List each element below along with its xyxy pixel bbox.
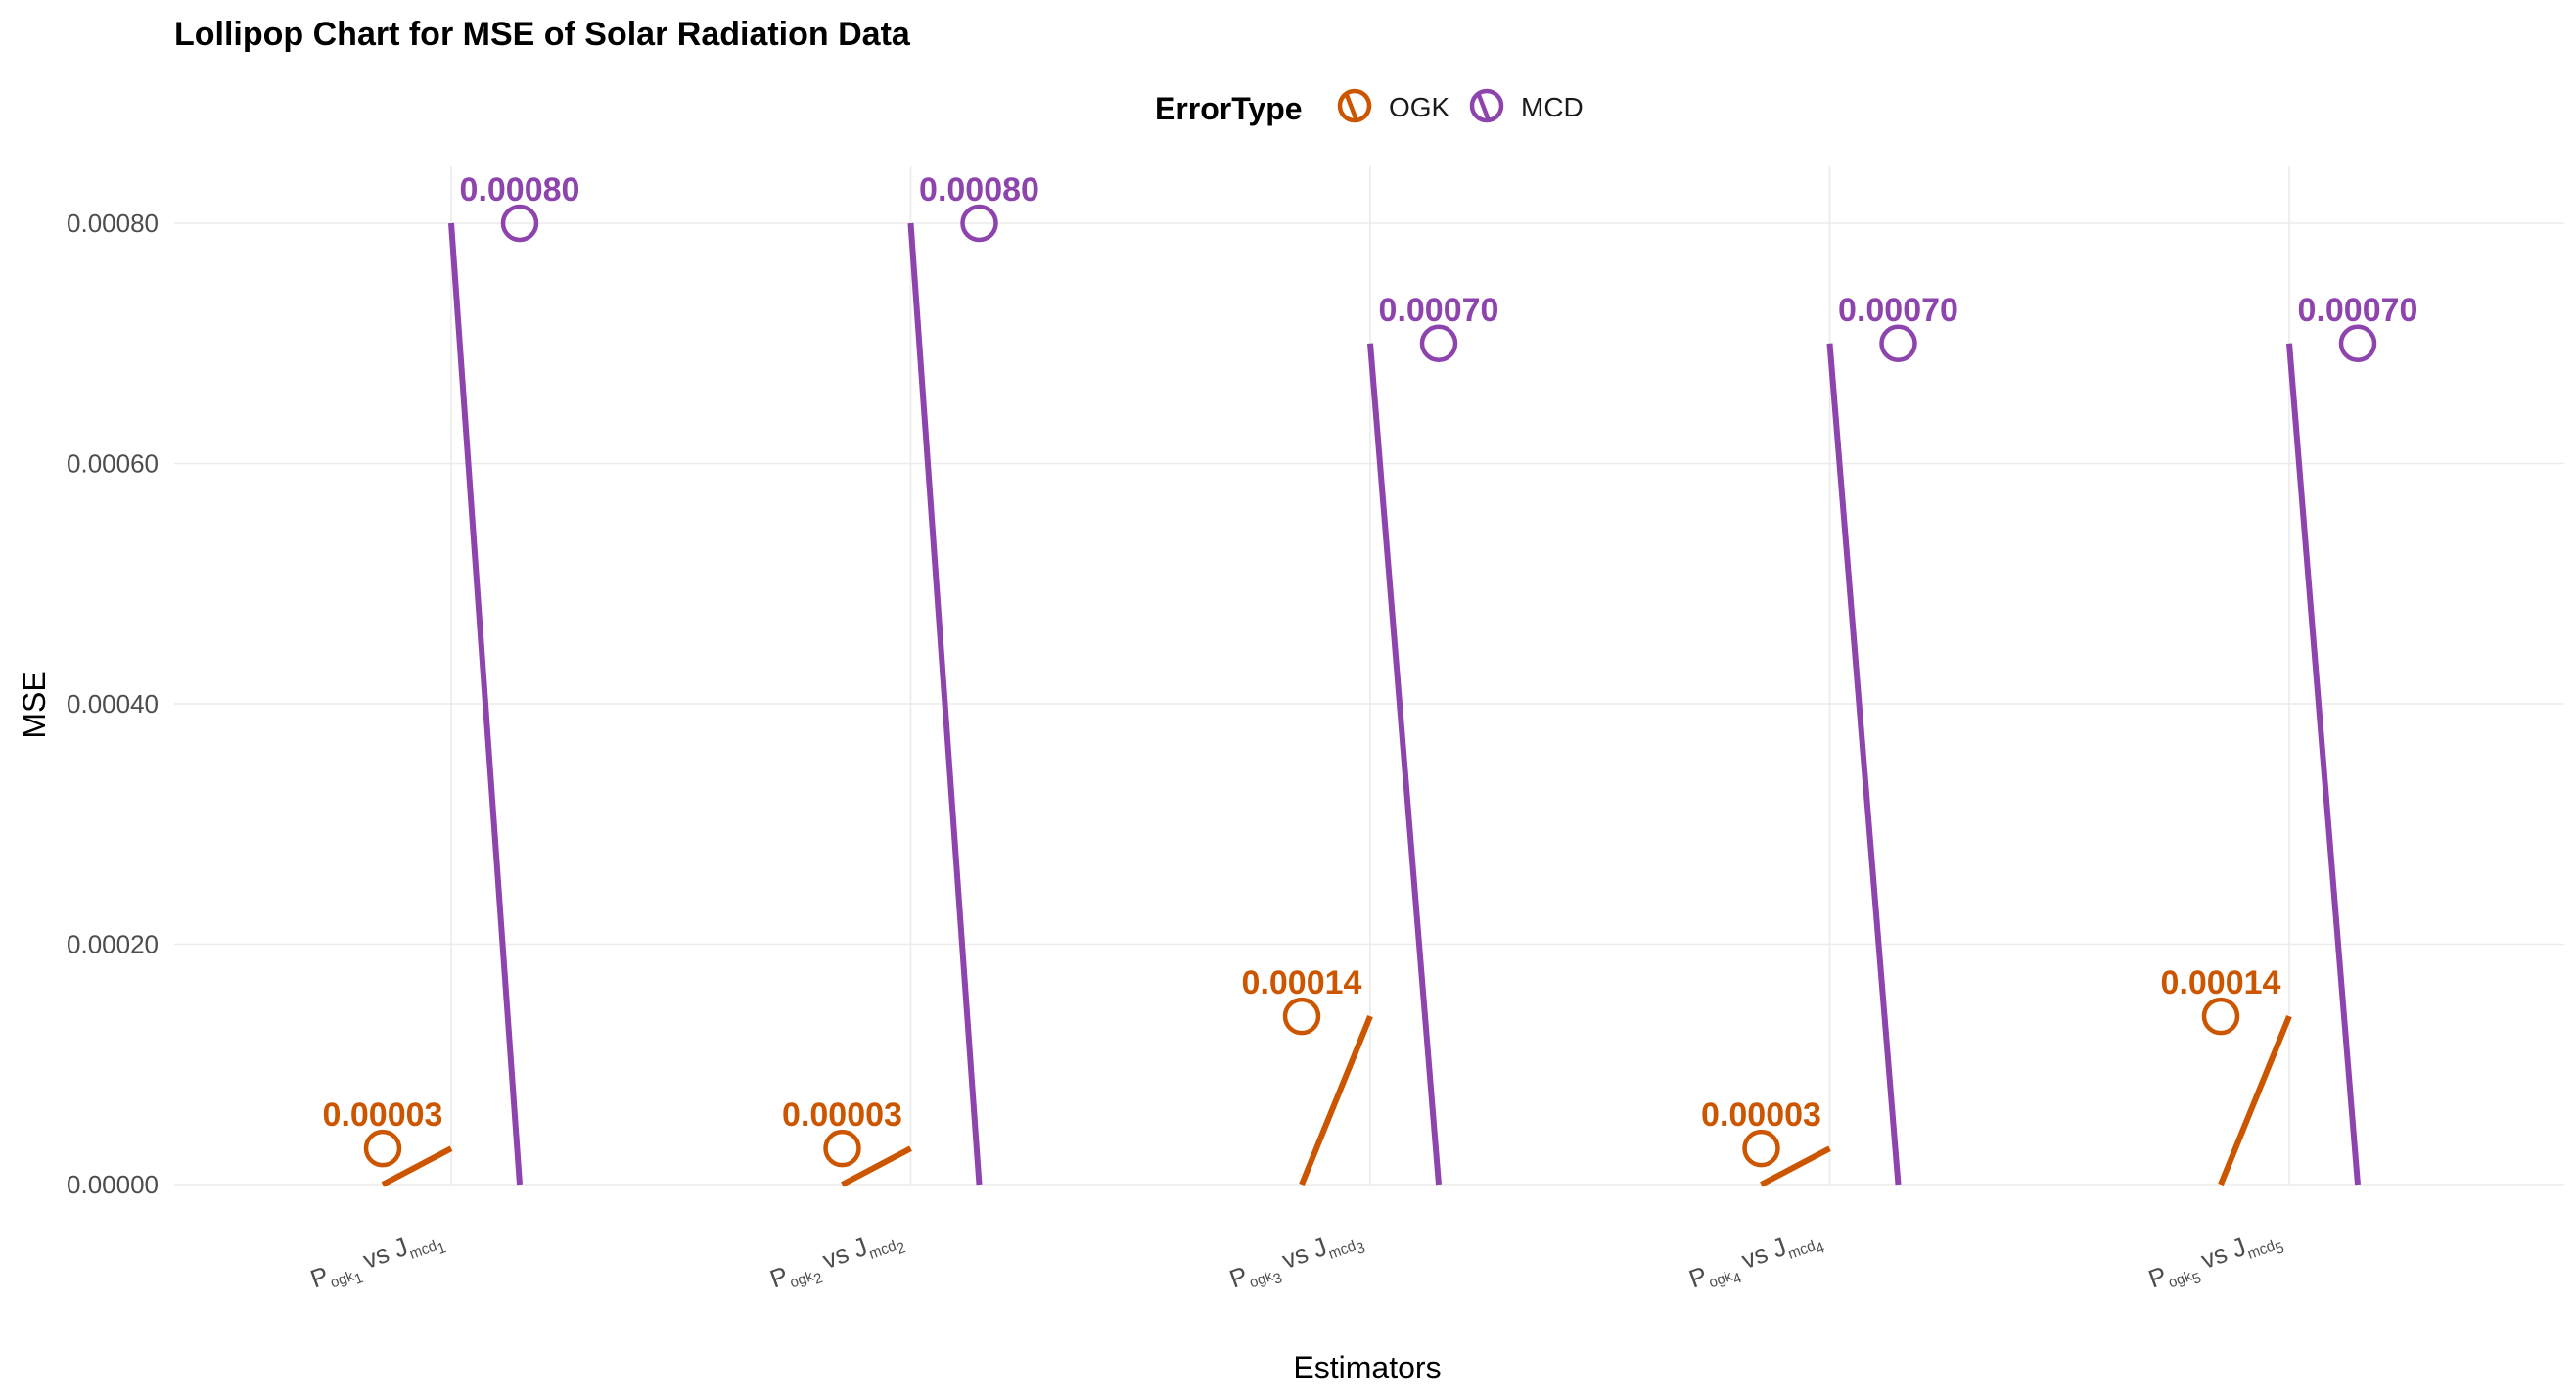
mcd-stick [1826,343,1902,1186]
x-axis-title: Estimators [1293,1350,1441,1385]
ogk-point [1282,997,1321,1036]
ogk-value-label: 0.00014 [1242,964,1362,1001]
ogk-point [363,1129,402,1168]
grid-lines [174,166,2564,1186]
ogk-point [2201,997,2240,1036]
x-tick-label: Pogk4 vs Jmcd4 [1685,1219,1827,1302]
x-tick-label: Pogk5 vs Jmcd5 [2144,1219,2286,1302]
lollipop-marks [363,204,2377,1187]
mcd-stick [2286,343,2361,1186]
ogk-stick [1760,1145,1831,1187]
mcd-stick [448,222,523,1186]
x-tick-label: Pogk2 vs Jmcd2 [766,1219,908,1302]
mcd-stick [1367,343,1442,1186]
legend: ErrorType OGK MCD [1155,88,1584,126]
ogk-point [823,1129,861,1168]
ogk-value-label: 0.00014 [2161,964,2281,1001]
y-tick-label: 0.00060 [67,449,159,479]
mcd-legend-label: MCD [1521,92,1584,122]
legend-title: ErrorType [1155,91,1303,126]
ogk-stick [841,1145,912,1187]
ogk-legend-key-stick [1344,94,1359,121]
ogk-value-label: 0.00003 [1701,1096,1821,1134]
mcd-value-label: 0.00070 [1379,292,1499,329]
mcd-value-label: 0.00070 [2298,292,2418,329]
y-tick-label: 0.00000 [67,1170,159,1199]
ogk-stick [1299,1015,1373,1186]
mcd-value-label: 0.00070 [1838,292,1958,329]
ogk-stick [381,1145,453,1187]
mcd-legend-key-stick [1476,94,1492,121]
mcd-point [1419,324,1458,362]
mcd-stick [907,222,983,1186]
y-axis-ticks: 0.00000 0.00020 0.00040 0.00060 0.00080 [67,209,159,1199]
mcd-value-label: 0.00080 [919,171,1039,209]
ogk-value-label: 0.00003 [323,1096,443,1134]
mcd-point [1879,324,1917,362]
y-tick-label: 0.00020 [67,930,159,959]
y-tick-label: 0.00080 [67,209,159,238]
chart-title: Lollipop Chart for MSE of Solar Radiatio… [174,16,911,53]
y-axis-title: MSE [17,671,52,738]
legend-items: OGK MCD [1337,88,1584,123]
x-axis-ticks: Pogk1 vs Jmcd1 Pogk2 vs Jmcd2 Pogk3 vs Jmc… [306,1219,2286,1302]
value-labels: 0.00003 0.00003 0.00014 0.00003 0.00014 0.000… [323,171,2418,1134]
ogk-stick [2218,1015,2292,1186]
ogk-legend-label: OGK [1389,92,1450,122]
mcd-point [960,204,998,243]
x-tick-label: Pogk1 vs Jmcd1 [306,1219,448,1302]
y-tick-label: 0.00040 [67,689,159,719]
mcd-point [500,204,539,243]
mcd-value-label: 0.00080 [460,171,580,209]
ogk-value-label: 0.00003 [782,1096,902,1134]
ogk-point [1742,1129,1780,1168]
mcd-point [2338,324,2377,362]
x-tick-label: Pogk3 vs Jmcd3 [1225,1219,1367,1302]
